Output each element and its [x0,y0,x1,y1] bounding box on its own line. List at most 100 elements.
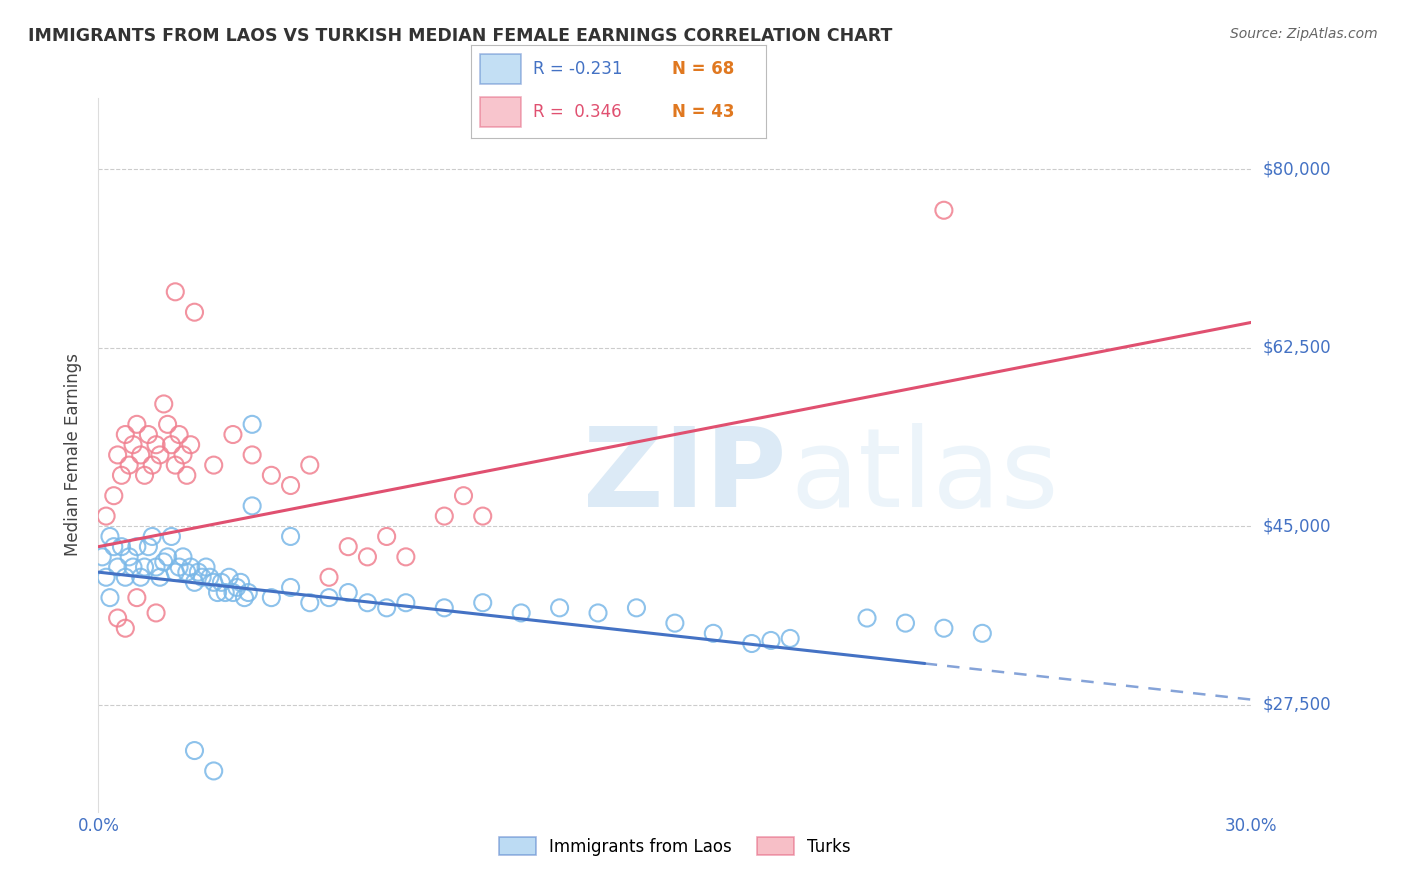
Point [156,417,179,432]
Point [222,585,245,599]
Point [214,585,236,599]
Point [165,285,187,299]
Point [129,570,152,584]
Point [280,581,302,595]
Point [141,529,163,543]
Text: atlas: atlas [790,423,1059,530]
Point [233,591,256,605]
Text: $80,000: $80,000 [1263,161,1331,178]
Point [180,438,202,452]
Point [122,438,145,452]
Text: N = 43: N = 43 [672,103,734,121]
Bar [479,54,522,84]
Point [141,458,163,472]
Point [114,621,136,635]
Point [280,478,302,492]
Point [375,600,398,615]
Point [759,633,782,648]
Point [134,560,156,574]
Point [260,468,283,483]
Text: Source: ZipAtlas.com: Source: ZipAtlas.com [1230,27,1378,41]
Point [626,600,648,615]
Point [209,575,232,590]
Text: R = -0.231: R = -0.231 [533,60,623,78]
Point [280,529,302,543]
Point [222,427,245,442]
Point [98,591,121,605]
Point [195,560,218,574]
Point [125,417,148,432]
Point [471,596,494,610]
Point [103,489,125,503]
Legend: Immigrants from Laos, Turks: Immigrants from Laos, Turks [491,829,859,864]
Point [187,565,209,579]
Point [160,438,183,452]
Point [240,499,263,513]
Point [183,305,205,319]
Point [202,764,225,778]
Point [145,606,167,620]
Point [118,458,141,472]
Point [240,448,263,462]
Point [110,468,132,483]
Point [972,626,994,640]
Point [471,509,494,524]
Point [207,585,229,599]
Point [118,549,141,564]
Point [167,427,190,442]
Point [172,549,194,564]
Bar [479,97,522,127]
Point [107,611,129,625]
Point [129,448,152,462]
Point [395,549,418,564]
Point [114,427,136,442]
Point [548,600,571,615]
Point [337,540,360,554]
Point [98,529,121,543]
Point [586,606,609,620]
Point [238,585,260,599]
Point [91,549,114,564]
Point [107,448,129,462]
Point [94,509,117,524]
Point [932,203,955,218]
Point [433,509,456,524]
Point [165,565,187,579]
Point [103,540,125,554]
Point [202,575,225,590]
Text: $45,000: $45,000 [1263,517,1331,535]
Point [94,570,117,584]
Point [110,540,132,554]
Point [702,626,724,640]
Point [932,621,955,635]
Point [149,448,172,462]
Point [229,575,252,590]
Point [202,458,225,472]
Point [152,555,174,569]
Point [134,468,156,483]
Text: N = 68: N = 68 [672,60,734,78]
Text: ZIP: ZIP [582,423,786,530]
Point [138,540,160,554]
Point [395,596,418,610]
Point [453,489,475,503]
Point [433,600,456,615]
Point [180,560,202,574]
Point [298,458,321,472]
Point [240,417,263,432]
Text: R =  0.346: R = 0.346 [533,103,621,121]
Point [510,606,533,620]
Point [165,458,187,472]
Point [664,616,686,631]
Point [183,743,205,757]
Y-axis label: Median Female Earnings: Median Female Earnings [65,353,83,557]
Point [125,591,148,605]
Point [145,560,167,574]
Point [107,560,129,574]
Point [218,570,240,584]
Point [176,468,198,483]
Point [741,636,763,650]
Point [122,560,145,574]
Text: $62,500: $62,500 [1263,339,1331,357]
Point [138,427,160,442]
